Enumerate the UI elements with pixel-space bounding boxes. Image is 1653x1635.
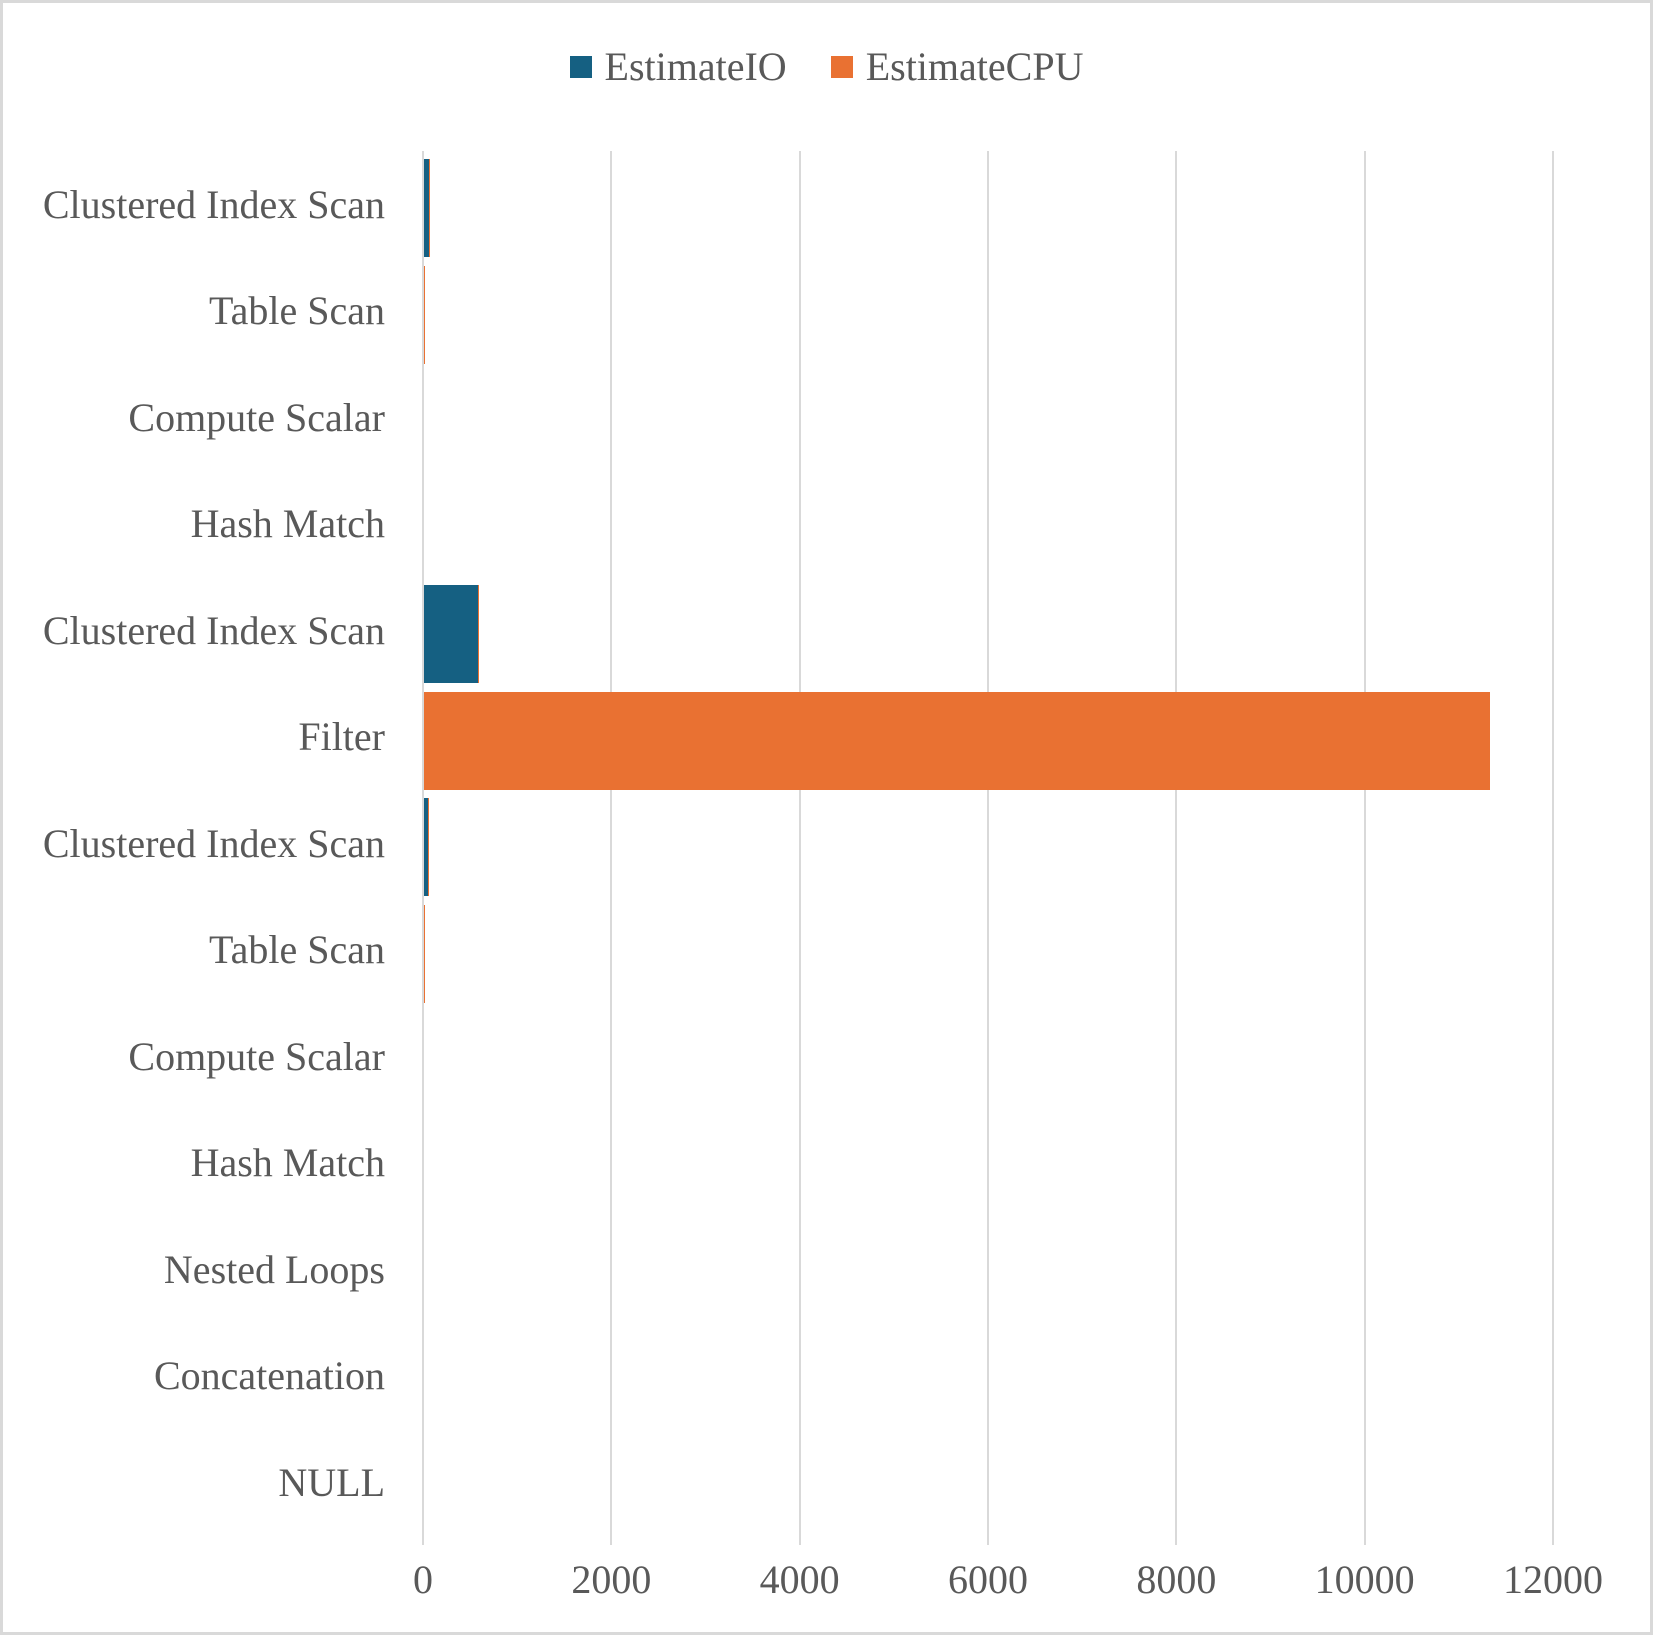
gridline (1363, 151, 1366, 1545)
category-label: Hash Match (190, 1140, 385, 1186)
category-band (424, 258, 1554, 365)
x-tick-label: 0 (413, 1557, 433, 1602)
bar-estimateio (424, 159, 429, 257)
category-label: Compute Scalar (128, 394, 385, 440)
category-label: Clustered Index Scan (42, 181, 385, 227)
gridline (987, 151, 989, 1545)
x-tick-label: 10000 (1314, 1557, 1415, 1602)
legend-item-estimateio: EstimateIO (569, 44, 787, 89)
category-label: Hash Match (190, 501, 385, 547)
category-band (424, 897, 1554, 1004)
legend-label: EstimateCPU (865, 44, 1084, 89)
x-tick-label: 8000 (1136, 1557, 1217, 1602)
category-band (424, 364, 1554, 471)
category-label: Table Scan (208, 288, 385, 334)
gridline (798, 151, 801, 1545)
x-tick-label: 2000 (571, 1557, 652, 1602)
category-label: Table Scan (208, 927, 385, 973)
category-band (424, 1110, 1554, 1217)
legend-item-estimatecpu: EstimateCPU (830, 44, 1084, 89)
category-band (424, 1003, 1554, 1110)
gridline (610, 151, 613, 1545)
gridline (1175, 151, 1178, 1545)
category-band (424, 1216, 1554, 1323)
bar-estimateio (424, 798, 429, 896)
bar-estimatecpu (424, 691, 1490, 790)
category-label: Filter (298, 714, 385, 760)
legend-swatch-icon (830, 56, 853, 78)
category-band (424, 790, 1554, 897)
category-label: NULL (278, 1459, 385, 1505)
axis-line (422, 151, 424, 1545)
x-tick-label: 12000 (1503, 1557, 1603, 1602)
bar-estimatecpu (424, 265, 425, 364)
category-band (424, 1323, 1554, 1430)
bar-estimateio (424, 585, 478, 683)
legend: EstimateIO EstimateCPU (3, 47, 1650, 87)
category-band (424, 577, 1554, 684)
category-band (424, 151, 1554, 258)
gridline (1552, 151, 1554, 1545)
x-tick-label: 4000 (759, 1557, 840, 1602)
category-band (424, 471, 1554, 578)
legend-swatch-icon (569, 56, 592, 78)
category-band (424, 1429, 1554, 1536)
category-label: Clustered Index Scan (42, 820, 385, 866)
x-tick-label: 6000 (948, 1557, 1028, 1602)
category-label: Clustered Index Scan (42, 607, 385, 653)
bar-estimatecpu (424, 904, 425, 1003)
category-label: Concatenation (153, 1353, 385, 1399)
category-label: Nested Loops (163, 1246, 385, 1292)
category-label: Compute Scalar (128, 1033, 385, 1079)
legend-label: EstimateIO (604, 44, 787, 89)
category-band (424, 684, 1554, 791)
